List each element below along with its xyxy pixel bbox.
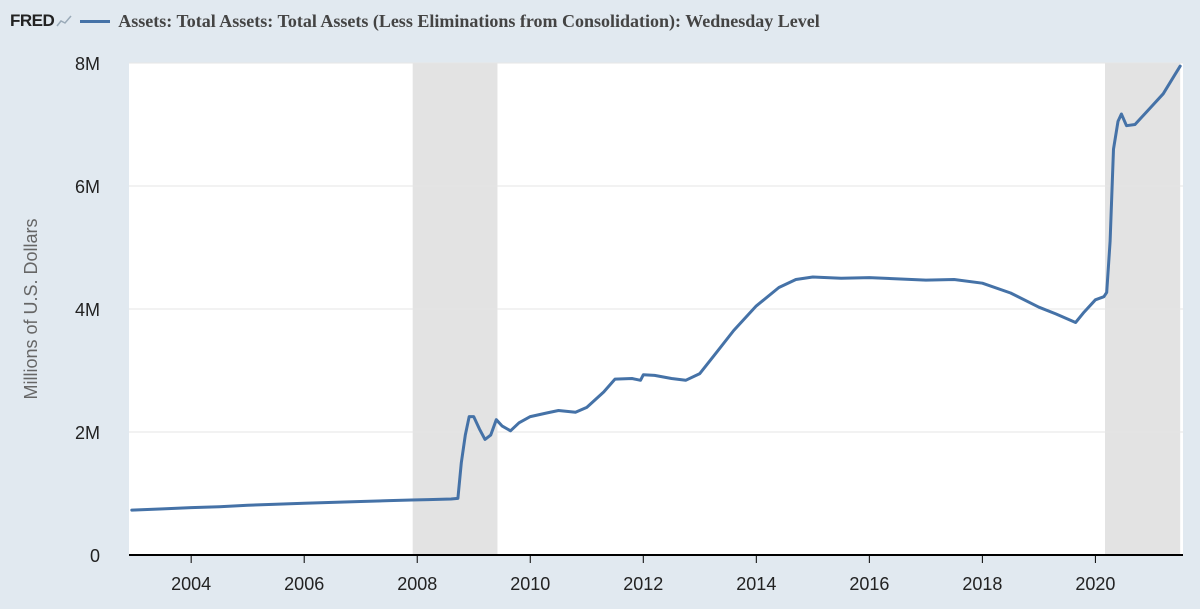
x-tick-label: 2016 — [849, 574, 889, 594]
x-tick-label: 2004 — [171, 574, 211, 594]
y-tick-label: 8M — [75, 54, 100, 74]
chart-header: FRED Assets: Total Assets: Total Assets … — [10, 6, 820, 36]
legend-line-swatch — [80, 19, 111, 23]
x-tick-labels: 2004 2006 2008 2010 2012 2014 2016 2018 2020 — [171, 555, 1115, 594]
fred-logo-chart-icon — [56, 15, 72, 27]
y-tick-label: 0 — [90, 546, 100, 566]
gridlines — [129, 62, 1183, 433]
x-tick-label: 2018 — [962, 574, 1002, 594]
x-tick-label: 2010 — [510, 574, 550, 594]
y-tick-label: 6M — [75, 177, 100, 197]
y-tick-labels: 0 2M 4M 6M 8M — [75, 54, 100, 566]
x-tick-label: 2006 — [284, 574, 324, 594]
x-tick-label: 2020 — [1075, 574, 1115, 594]
x-tick-label: 2012 — [623, 574, 663, 594]
y-tick-label: 4M — [75, 300, 100, 320]
chart-title: Assets: Total Assets: Total Assets (Less… — [118, 10, 820, 31]
fred-logo: FRED — [10, 11, 55, 30]
x-tick-label: 2014 — [736, 574, 776, 594]
series-group — [130, 64, 1182, 512]
y-axis-label: Millions of U.S. Dollars — [21, 218, 41, 399]
series-line — [130, 64, 1182, 512]
x-tick-label: 2008 — [397, 574, 437, 594]
y-tick-label: 2M — [75, 423, 100, 443]
